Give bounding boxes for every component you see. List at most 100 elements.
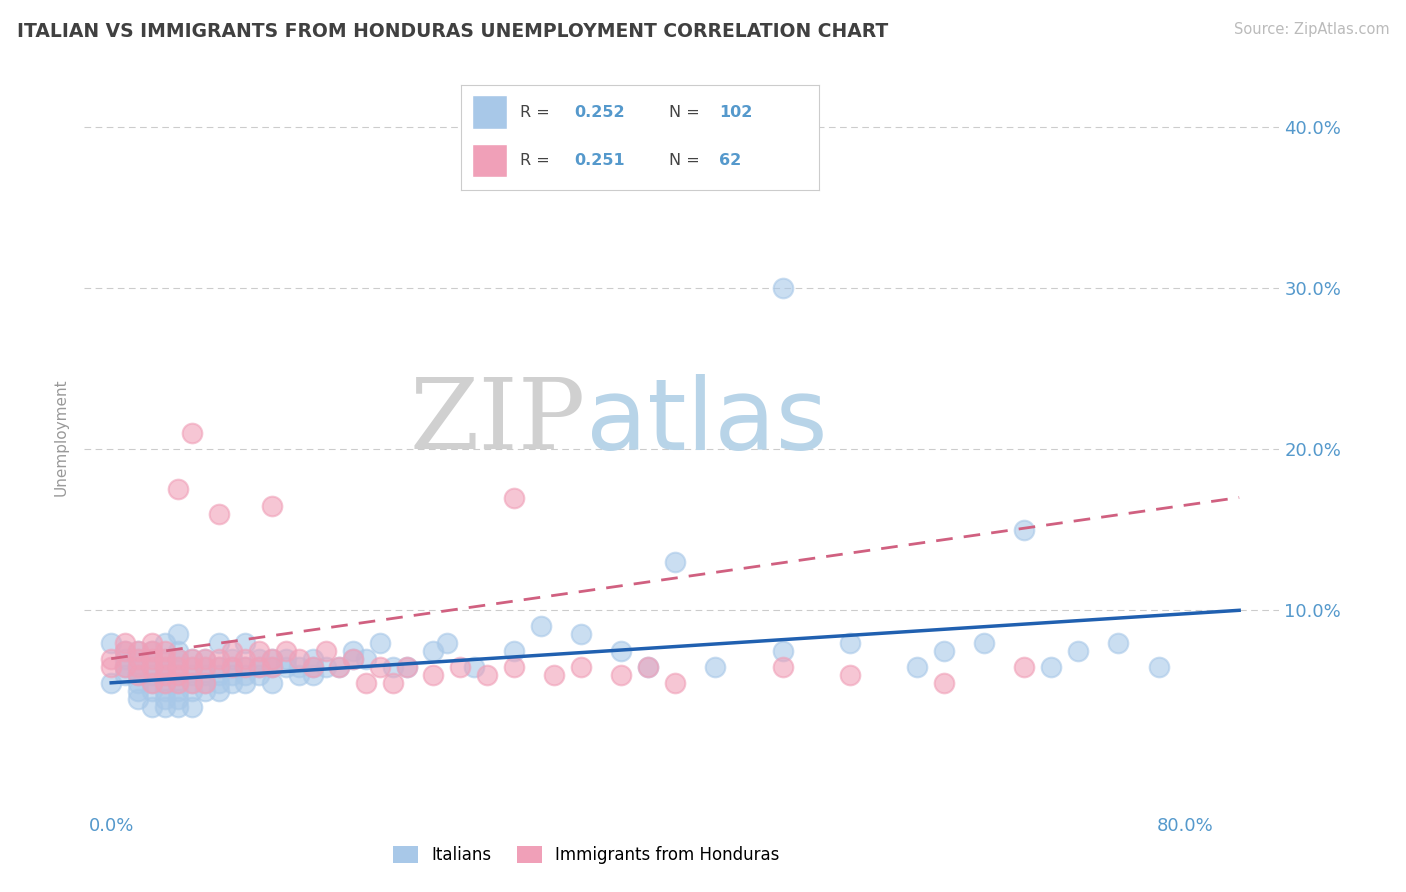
Point xyxy=(167,667,190,681)
Point xyxy=(180,659,202,673)
Point xyxy=(127,651,149,665)
Point xyxy=(153,659,176,673)
Point xyxy=(180,684,202,698)
Point xyxy=(141,635,163,649)
Point xyxy=(141,667,163,681)
Point xyxy=(503,659,526,673)
Point xyxy=(262,675,284,690)
Point xyxy=(141,651,163,665)
Point xyxy=(141,659,163,673)
Point xyxy=(141,700,163,714)
Point xyxy=(637,659,659,673)
Point xyxy=(180,700,202,714)
Point xyxy=(342,651,364,665)
Point xyxy=(664,555,686,569)
Point xyxy=(315,659,337,673)
Point xyxy=(114,651,136,665)
Point xyxy=(247,659,270,673)
Point xyxy=(973,635,995,649)
Point xyxy=(180,651,202,665)
Point xyxy=(342,643,364,657)
Text: ZIP: ZIP xyxy=(411,375,586,470)
Point xyxy=(262,499,284,513)
Point xyxy=(153,651,176,665)
Point xyxy=(180,425,202,440)
Point xyxy=(932,643,955,657)
Point xyxy=(301,667,323,681)
Point xyxy=(1067,643,1090,657)
Point xyxy=(114,659,136,673)
Point xyxy=(288,659,311,673)
Point xyxy=(301,651,323,665)
Point xyxy=(127,692,149,706)
Point xyxy=(838,667,860,681)
Point xyxy=(328,659,350,673)
Point xyxy=(262,651,284,665)
Text: atlas: atlas xyxy=(586,374,828,471)
Point xyxy=(932,675,955,690)
Text: Source: ZipAtlas.com: Source: ZipAtlas.com xyxy=(1233,22,1389,37)
Point xyxy=(141,643,163,657)
Point xyxy=(395,659,418,673)
Point xyxy=(114,635,136,649)
Point xyxy=(153,684,176,698)
Point xyxy=(167,627,190,641)
Point xyxy=(141,651,163,665)
Point xyxy=(167,667,190,681)
Point xyxy=(356,651,378,665)
Point xyxy=(194,651,217,665)
Point xyxy=(141,675,163,690)
Point xyxy=(288,667,311,681)
Point xyxy=(530,619,553,633)
Point xyxy=(301,659,323,673)
Point xyxy=(235,651,257,665)
Point xyxy=(247,643,270,657)
Point xyxy=(180,675,202,690)
Point xyxy=(127,659,149,673)
Point xyxy=(905,659,928,673)
Point xyxy=(100,675,122,690)
Text: ITALIAN VS IMMIGRANTS FROM HONDURAS UNEMPLOYMENT CORRELATION CHART: ITALIAN VS IMMIGRANTS FROM HONDURAS UNEM… xyxy=(17,22,889,41)
Point xyxy=(167,659,190,673)
Point xyxy=(127,684,149,698)
Point xyxy=(422,667,444,681)
Point xyxy=(262,651,284,665)
Point xyxy=(114,643,136,657)
Y-axis label: Unemployment: Unemployment xyxy=(53,378,69,496)
Point xyxy=(194,651,217,665)
Point xyxy=(141,659,163,673)
Point xyxy=(463,659,485,673)
Point xyxy=(100,659,122,673)
Point xyxy=(1014,659,1036,673)
Point xyxy=(772,281,794,295)
Point xyxy=(127,667,149,681)
Point xyxy=(1040,659,1063,673)
Point xyxy=(1014,523,1036,537)
Point xyxy=(208,684,231,698)
Point xyxy=(153,675,176,690)
Point xyxy=(838,635,860,649)
Legend: Italians, Immigrants from Honduras: Italians, Immigrants from Honduras xyxy=(387,839,786,871)
Point xyxy=(167,700,190,714)
Point xyxy=(153,700,176,714)
Point xyxy=(395,659,418,673)
Point xyxy=(235,667,257,681)
Point xyxy=(503,491,526,505)
Point xyxy=(153,675,176,690)
Point xyxy=(114,667,136,681)
Point xyxy=(194,675,217,690)
Point xyxy=(356,675,378,690)
Point xyxy=(194,675,217,690)
Point xyxy=(167,675,190,690)
Point xyxy=(114,659,136,673)
Point xyxy=(342,651,364,665)
Point xyxy=(153,659,176,673)
Point xyxy=(569,168,592,182)
Point xyxy=(221,659,243,673)
Point xyxy=(288,651,311,665)
Point xyxy=(153,643,176,657)
Point xyxy=(208,635,231,649)
Point xyxy=(382,659,405,673)
Point xyxy=(153,667,176,681)
Point xyxy=(221,675,243,690)
